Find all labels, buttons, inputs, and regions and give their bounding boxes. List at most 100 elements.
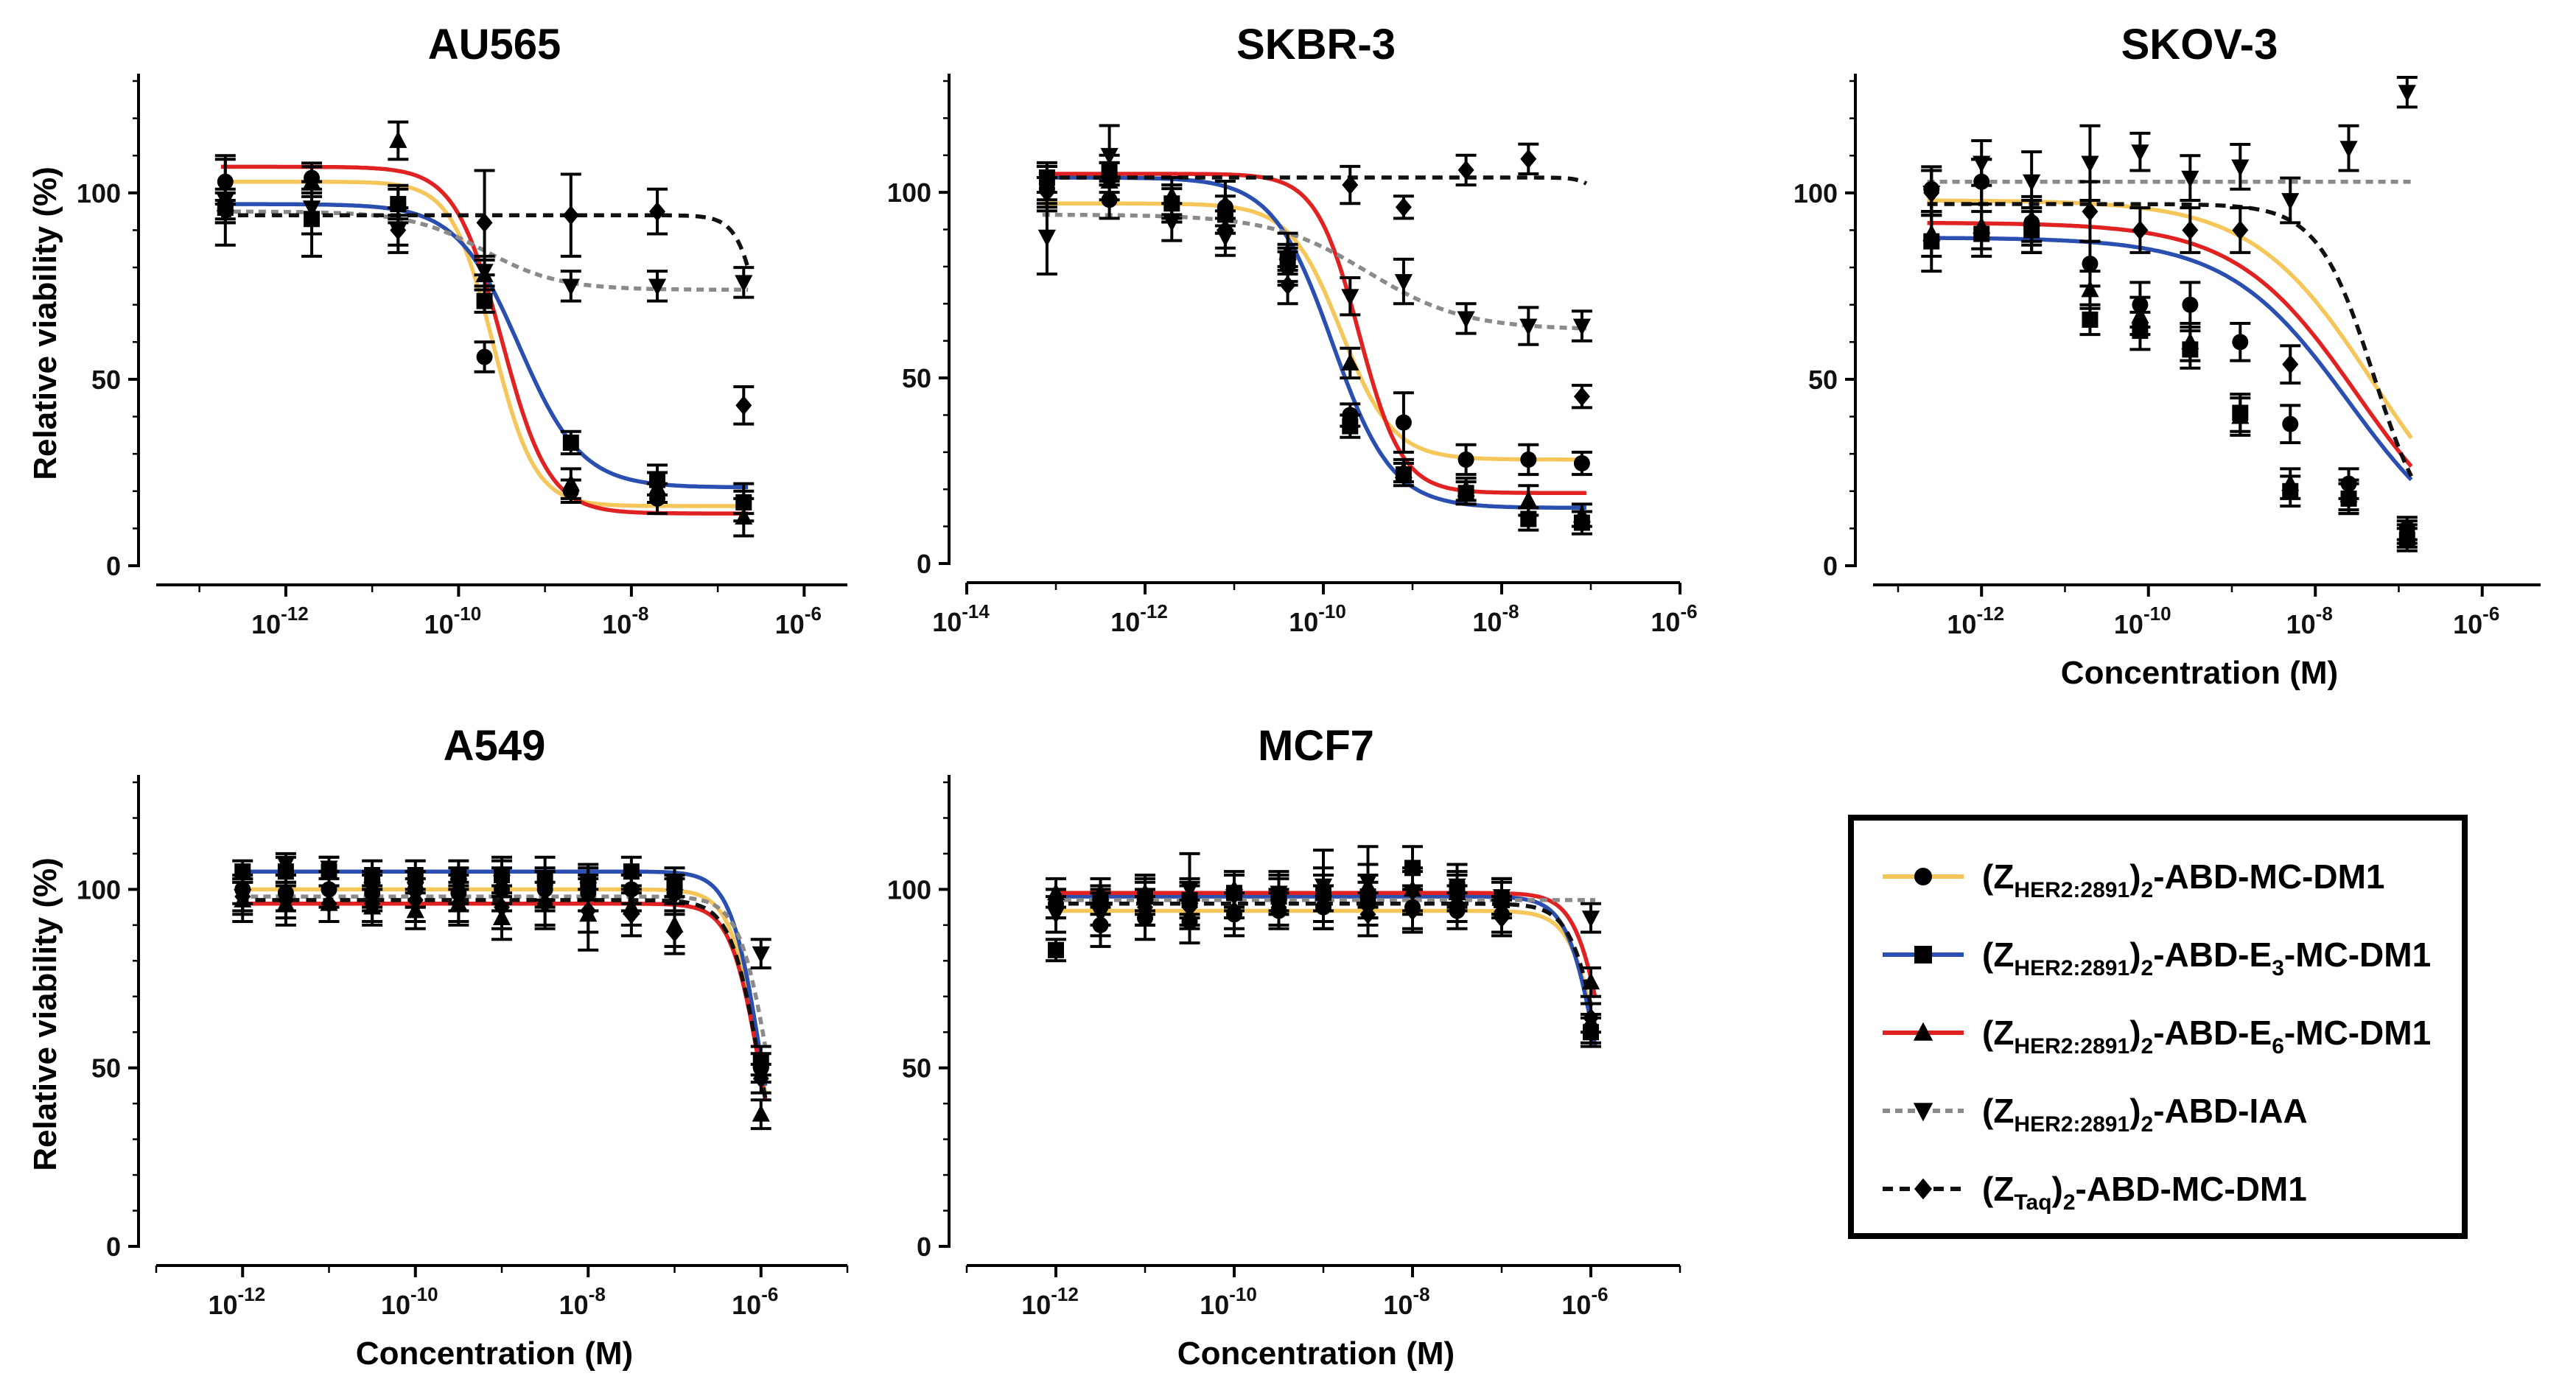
- data-point: [1492, 889, 1511, 907]
- x-tick-label: 10-14: [932, 600, 990, 637]
- data-point: [1037, 229, 1056, 247]
- data-point: [1341, 289, 1359, 306]
- data-point: [1973, 172, 1990, 192]
- x-tick-label: 10-6: [732, 1283, 778, 1320]
- data-point: [665, 889, 684, 907]
- data-point: [1163, 194, 1180, 214]
- y-tick-label: 50: [1808, 365, 1838, 395]
- data-point: [1359, 905, 1376, 924]
- x-tick-label: 10-10: [2114, 603, 2171, 639]
- data-point: [2182, 220, 2199, 240]
- data-point: [234, 886, 251, 907]
- x-tick-label: 10-10: [1200, 1283, 1257, 1320]
- data-point: [2131, 306, 2149, 323]
- data-point: [2081, 280, 2099, 298]
- y-tick-label: 100: [887, 874, 931, 905]
- y-tick-label: 0: [106, 1232, 121, 1262]
- data-point: [1457, 480, 1475, 497]
- legend: (ZHER2:2891)2-ABD-MC-DM1 (ZHER2:2891)2-AB…: [1848, 815, 2468, 1239]
- x-tick-label: 10-6: [1561, 1283, 1608, 1320]
- data-point: [1572, 318, 1591, 336]
- data-point: [2232, 220, 2249, 240]
- data-point: [2082, 201, 2099, 222]
- x-tick-label: 10-10: [424, 603, 482, 639]
- data-point: [2082, 256, 2099, 273]
- data-point: [1315, 897, 1331, 917]
- data-point: [389, 130, 407, 148]
- x-tick-label: 10-12: [251, 603, 309, 639]
- legend-entry-3: (ZHER2:2891)2-ABD-E6-MC-DM1: [1883, 1014, 2431, 1059]
- fit-curve-series-1: [1042, 201, 1586, 462]
- data-point: [562, 434, 579, 451]
- data-point: [1279, 275, 1296, 295]
- data-point: [1394, 460, 1413, 478]
- legend-label: (ZHER2:2891)2-ABD-E6-MC-DM1: [1982, 1014, 2431, 1059]
- chart-panel-au565: 0 50 100 10-12 10-10 10-8 10-6 AU565 Relative vi…: [27, 21, 847, 639]
- data-point: [2131, 144, 2149, 162]
- legend-label: (ZHER2:2891)2-ABD-MC-DM1: [1982, 857, 2384, 902]
- data-point: [2182, 296, 2199, 313]
- data-point: [234, 863, 251, 880]
- legend-entry-5: (ZTaq)2-ABD-MC-DM1: [1883, 1170, 2307, 1215]
- data-point: [1520, 149, 1537, 169]
- fit-curve-series-4: [1042, 212, 1586, 331]
- data-point: [1457, 451, 1474, 468]
- chart-title: SKBR-3: [1236, 21, 1396, 69]
- legend-marker: [1913, 1103, 1933, 1122]
- chart-title: MCF7: [1258, 722, 1374, 770]
- x-tick-label: 10-6: [1651, 600, 1697, 637]
- data-point: [1519, 491, 1538, 508]
- fit-curve-series-3: [1042, 172, 1586, 496]
- x-tick-label: 10-8: [559, 1283, 606, 1320]
- fit-curve-series-3: [1927, 220, 2413, 468]
- chart-panel-skbr-3: 0 50 100 10-14 10-12 10-10 10-8 10-6 SKBR-3: [887, 21, 1698, 637]
- x-tick-label: 10-12: [1021, 1283, 1079, 1320]
- data-point: [321, 894, 337, 913]
- data-point: [752, 946, 770, 963]
- chart-title: AU565: [428, 21, 561, 69]
- data-point: [407, 890, 424, 910]
- data-point: [1572, 505, 1591, 523]
- y-tick-label: 0: [1823, 551, 1838, 581]
- data-point: [1922, 224, 1941, 242]
- data-point: [648, 477, 667, 495]
- legend-entry-4: (ZHER2:2891)2-ABD-IAA: [1883, 1092, 2308, 1137]
- x-tick-label: 10-8: [1383, 1283, 1429, 1320]
- chart-title: SKOV-3: [2121, 21, 2278, 69]
- data-point: [1581, 910, 1600, 928]
- data-point: [1449, 894, 1466, 913]
- data-point: [2132, 220, 2149, 240]
- data-point: [580, 901, 597, 921]
- data-point: [1923, 183, 1940, 203]
- y-tick-label: 50: [902, 363, 931, 393]
- data-point: [476, 213, 493, 233]
- x-axis-label: Concentration (M): [1177, 1335, 1455, 1372]
- data-point: [666, 922, 683, 942]
- data-point: [476, 348, 493, 365]
- data-point: [1395, 414, 1412, 431]
- legend-marker: [1914, 1178, 1932, 1200]
- x-tick-label: 10-10: [1289, 600, 1346, 637]
- data-point: [2281, 193, 2300, 211]
- data-point: [276, 857, 295, 874]
- y-tick-label: 0: [917, 1232, 931, 1262]
- y-axis-label: Relative viability (%): [27, 166, 63, 480]
- legend-label: (ZTaq)2-ABD-MC-DM1: [1982, 1170, 2307, 1215]
- chart-title: A549: [444, 722, 546, 770]
- data-point: [2281, 474, 2300, 491]
- data-point: [752, 1069, 769, 1089]
- x-tick-label: 10-8: [1472, 600, 1519, 637]
- data-point: [1217, 220, 1233, 239]
- data-point: [1101, 167, 1118, 188]
- series-points-4: [1036, 124, 1592, 346]
- data-point: [1048, 894, 1064, 913]
- legend-label: (ZHER2:2891)2-ABD-IAA: [1982, 1092, 2308, 1137]
- data-point: [1341, 353, 1359, 371]
- data-point: [2231, 407, 2250, 424]
- x-tick-label: 10-10: [381, 1283, 438, 1320]
- data-point: [1216, 194, 1234, 211]
- data-point: [1573, 387, 1590, 407]
- data-point: [562, 206, 579, 225]
- data-point: [2282, 415, 2299, 432]
- x-tick-label: 10-8: [2286, 603, 2333, 639]
